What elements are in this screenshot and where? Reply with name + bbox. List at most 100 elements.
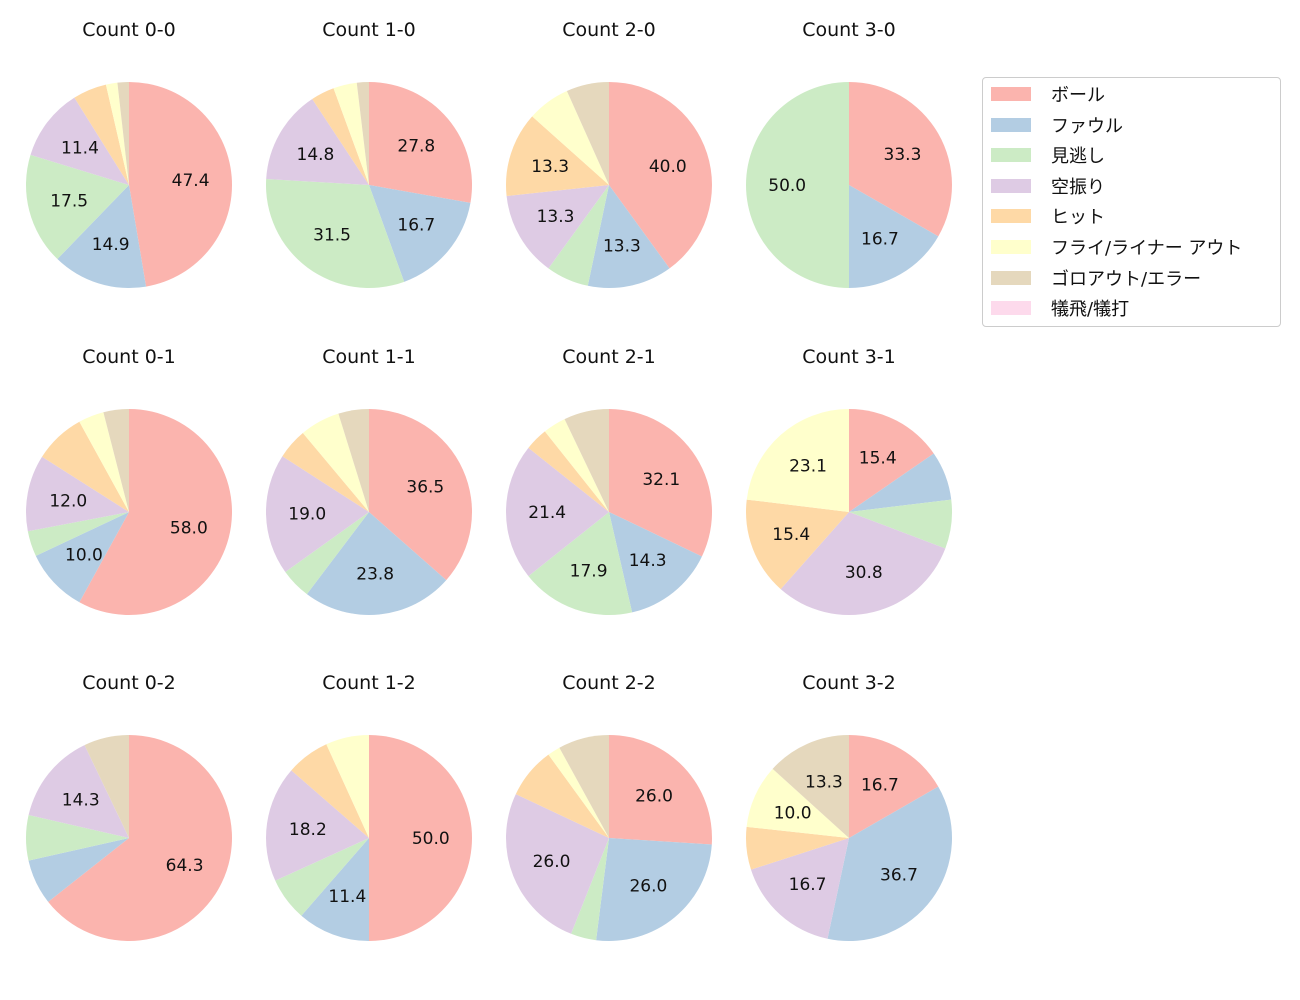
- slice-label: 33.3: [884, 145, 922, 165]
- pie-title: Count 2-1: [562, 346, 656, 368]
- legend-label: 犠飛/犠打: [1051, 299, 1130, 321]
- legend-swatch: [991, 209, 1031, 224]
- pie-slice: [129, 82, 233, 287]
- pie-slice: [103, 409, 129, 512]
- pie-title: Count 1-1: [322, 346, 416, 368]
- pie-slice: [306, 512, 447, 615]
- slice-label: 26.0: [629, 877, 667, 897]
- slice-label: 16.7: [789, 875, 827, 895]
- slice-label: 50.0: [768, 176, 806, 196]
- slice-label: 13.3: [603, 236, 641, 256]
- pie-slice: [42, 421, 129, 512]
- slice-label: 13.3: [805, 773, 843, 793]
- slice-label: 14.3: [629, 551, 667, 571]
- pie-slice: [291, 744, 369, 838]
- legend-label: ヒット: [1051, 207, 1105, 229]
- slice-label: 36.7: [880, 865, 918, 885]
- slice-label: 32.1: [642, 470, 680, 490]
- pie-slice: [849, 499, 952, 549]
- pie-slice: [265, 179, 405, 289]
- legend-item: 犠飛/犠打: [991, 296, 1129, 320]
- pie-slice: [746, 82, 849, 288]
- legend-item: 空振り: [991, 174, 1105, 198]
- pie-slice: [105, 82, 129, 185]
- legend-swatch: [991, 270, 1031, 285]
- pie-slice: [266, 770, 369, 881]
- slice-label: 14.9: [92, 235, 130, 255]
- pie-slice: [566, 82, 609, 185]
- pie-slice: [746, 826, 849, 870]
- legend: ボールファウル見逃し空振りヒットフライ/ライナー アウトゴロアウト/エラー 犠飛/…: [982, 77, 1281, 327]
- pie-slice: [505, 116, 609, 196]
- pie-slice: [506, 794, 609, 934]
- legend-label: 見逃し: [1051, 146, 1105, 168]
- legend-item: ファウル: [991, 113, 1123, 137]
- slice-label: 17.5: [50, 191, 88, 211]
- pie-slice: [79, 409, 233, 616]
- pie-slice: [548, 185, 609, 286]
- pie-slice: [84, 735, 129, 838]
- pie-slice: [302, 413, 369, 512]
- pie-slice: [79, 412, 129, 512]
- pie-slice: [35, 512, 130, 603]
- legend-item: ボール: [991, 82, 1105, 106]
- pie-slice: [609, 735, 712, 845]
- pie-title: Count 2-2: [562, 672, 656, 694]
- pie-slice: [369, 409, 472, 581]
- pie-slice: [587, 185, 670, 288]
- slice-label: 16.7: [397, 216, 435, 236]
- legend-swatch: [991, 240, 1031, 254]
- pie-slice: [266, 99, 369, 185]
- slice-label: 14.3: [62, 790, 100, 810]
- pie-slice: [506, 185, 609, 269]
- slice-label: 26.0: [533, 852, 571, 872]
- pie-slice: [564, 409, 609, 512]
- slice-label: 23.1: [789, 457, 827, 477]
- legend-item: フライ/ライナー アウト: [991, 235, 1242, 259]
- pie-slice: [746, 768, 849, 838]
- pie-slice: [750, 838, 849, 939]
- slice-label: 21.4: [528, 503, 566, 523]
- slice-label: 12.0: [49, 491, 87, 511]
- legend-swatch: [991, 148, 1031, 163]
- pie-count-0-2: Count 0-2 64.3 14.3: [25, 672, 233, 942]
- pie-title: Count 3-2: [802, 672, 896, 694]
- pie-slice: [282, 433, 369, 512]
- legend-swatch: [991, 178, 1031, 193]
- pie-slice: [369, 82, 472, 203]
- pie-slice: [559, 735, 609, 838]
- pie-count-0-0: Count 0-0 47.4 14.9 17.5 11.4: [26, 19, 233, 288]
- pie-count-0-1: Count 0-1 58.0 10.0 12.0: [26, 346, 233, 616]
- pie-slice: [57, 185, 147, 288]
- slice-label: 13.3: [537, 207, 575, 227]
- pie-count-1-1: Count 1-1 36.5 23.8 19.0: [266, 346, 472, 615]
- slice-label: 64.3: [166, 856, 204, 876]
- pie-title: Count 3-0: [802, 19, 896, 41]
- legend-label: ファウル: [1051, 115, 1123, 137]
- pie-slice: [849, 453, 952, 512]
- pie-slice: [301, 838, 369, 941]
- pie-slice: [275, 838, 369, 916]
- pie-slice: [312, 88, 369, 185]
- pie-slice: [27, 512, 129, 556]
- pie-slice: [338, 409, 369, 512]
- slice-label: 18.2: [289, 820, 327, 840]
- pie-title: Count 2-0: [562, 19, 656, 41]
- pie-count-3-1: Count 3-1 15.4 30.8 15.4 23.1: [746, 346, 952, 616]
- pie-slice: [849, 735, 939, 838]
- slice-label: 11.4: [328, 887, 366, 907]
- slice-label: 26.0: [635, 787, 673, 807]
- slice-label: 23.8: [356, 564, 394, 584]
- pie-slice: [369, 185, 471, 282]
- pie-slice: [28, 745, 130, 838]
- pie-slice: [528, 431, 609, 512]
- legend-label: ゴロアウト/エラー: [1051, 268, 1202, 290]
- pie-slice: [780, 512, 946, 616]
- slice-label: 30.8: [845, 563, 883, 583]
- slice-label: 47.4: [172, 171, 210, 191]
- legend-item: 見逃し: [991, 143, 1105, 167]
- legend-swatch: [991, 87, 1031, 101]
- pie-slice: [356, 82, 369, 185]
